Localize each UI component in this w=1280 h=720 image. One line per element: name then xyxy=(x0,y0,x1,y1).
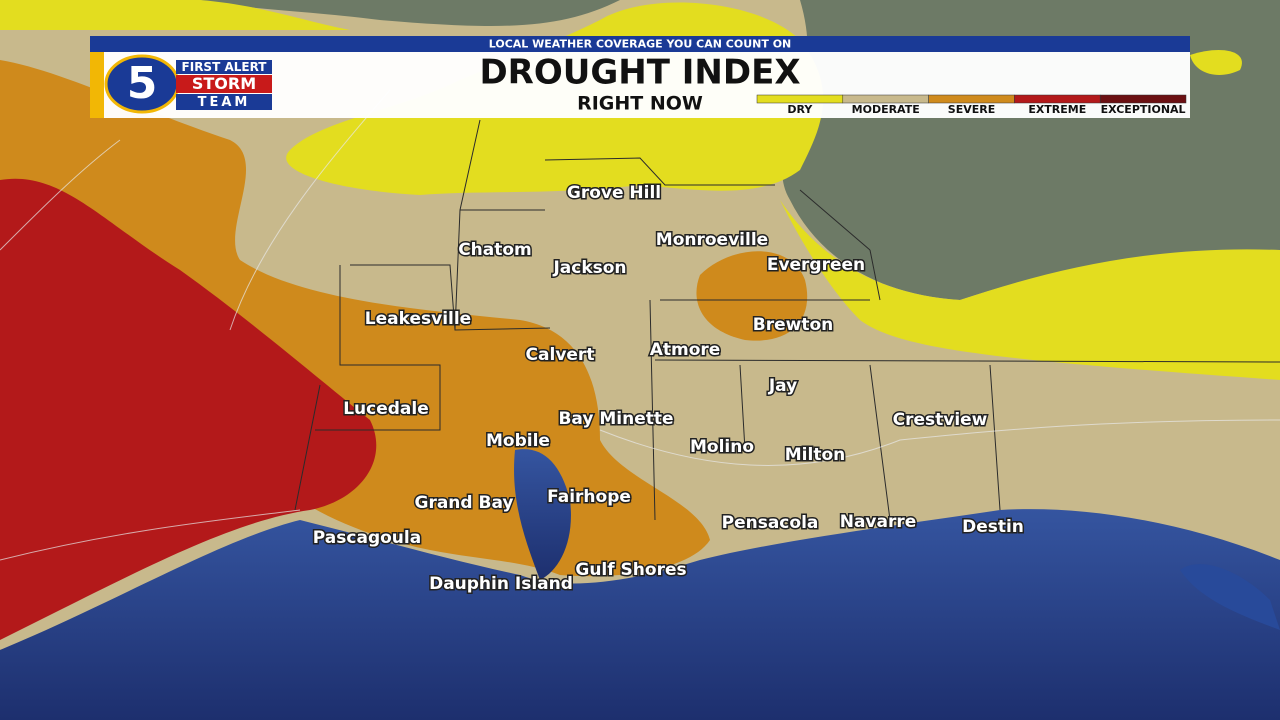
city-label: Destin xyxy=(962,517,1024,537)
legend-label: SEVERE xyxy=(948,103,995,116)
legend-label: EXTREME xyxy=(1028,103,1086,116)
dry-area xyxy=(1190,50,1242,75)
city-label: Pascagoula xyxy=(313,528,421,548)
logo-line3: TEAM xyxy=(198,95,251,110)
banner-bar xyxy=(90,36,1190,52)
city-label: Molino xyxy=(690,437,754,457)
city-label: Leakesville xyxy=(365,309,471,329)
city-label: Monroeville xyxy=(656,230,768,250)
city-label: Mobile xyxy=(486,431,550,451)
city-label: Pensacola xyxy=(722,513,819,533)
city-label: Brewton xyxy=(753,315,833,335)
county-lines xyxy=(294,119,1280,521)
legend-swatch xyxy=(842,94,929,104)
city-labels: Grove Hill Chatom Jackson Monroeville Evergr… xyxy=(311,182,1025,596)
city-label: Navarre xyxy=(840,512,917,532)
city-label: Jackson xyxy=(552,258,626,278)
header-panel xyxy=(90,52,1190,118)
severe-area xyxy=(696,251,808,341)
city-label: Milton xyxy=(785,445,845,465)
legend-swatch xyxy=(756,94,844,104)
dry-area xyxy=(0,0,350,30)
city-label: Evergreen xyxy=(767,255,865,275)
city-label: Grand Bay xyxy=(415,493,514,513)
logo-strip xyxy=(176,60,272,74)
title: DROUGHT INDEX xyxy=(479,53,800,93)
extreme-area xyxy=(0,178,377,641)
legend-label: MODERATE xyxy=(852,103,920,116)
city-label: Bay Minette xyxy=(558,409,673,429)
logo-strip xyxy=(176,94,272,110)
city-label: Crestview xyxy=(893,410,988,430)
station-logo: 5 FIRST ALERT STORM TEAM xyxy=(104,54,272,114)
legend-swatch xyxy=(1099,94,1187,104)
city-label: Fairhope xyxy=(547,487,631,507)
legend-swatch xyxy=(1014,94,1101,104)
header-accent xyxy=(90,52,104,118)
city-label: Grove Hill xyxy=(567,183,661,203)
banner-text: LOCAL WEATHER COVERAGE YOU CAN COUNT ON xyxy=(489,38,792,51)
legend: DRY MODERATE SEVERE EXTREME EXCEPTIONAL xyxy=(756,94,1187,116)
city-label: Lucedale xyxy=(343,399,429,419)
mobile-bay xyxy=(514,449,571,580)
city-label: Atmore xyxy=(650,340,721,360)
logo-strip xyxy=(176,75,272,93)
legend-label: DRY xyxy=(787,103,813,116)
city-label: Chatom xyxy=(458,240,532,260)
city-label: Jay xyxy=(768,376,797,396)
logo-line1: FIRST ALERT xyxy=(182,60,268,74)
bay xyxy=(1180,564,1280,630)
city-label: Gulf Shores xyxy=(575,560,686,580)
city-label: Dauphin Island xyxy=(429,574,573,594)
city-label: Calvert xyxy=(526,345,595,365)
roads xyxy=(0,89,1280,561)
dry-area xyxy=(780,200,1280,380)
subtitle: RIGHT NOW xyxy=(577,93,703,115)
no-drought-area xyxy=(200,0,620,26)
logo-line2: STORM xyxy=(192,74,256,93)
logo-number: 5 xyxy=(127,58,158,109)
legend-swatch xyxy=(928,94,1015,104)
legend-label: EXCEPTIONAL xyxy=(1101,103,1186,116)
gulf-of-mexico xyxy=(0,509,1280,720)
